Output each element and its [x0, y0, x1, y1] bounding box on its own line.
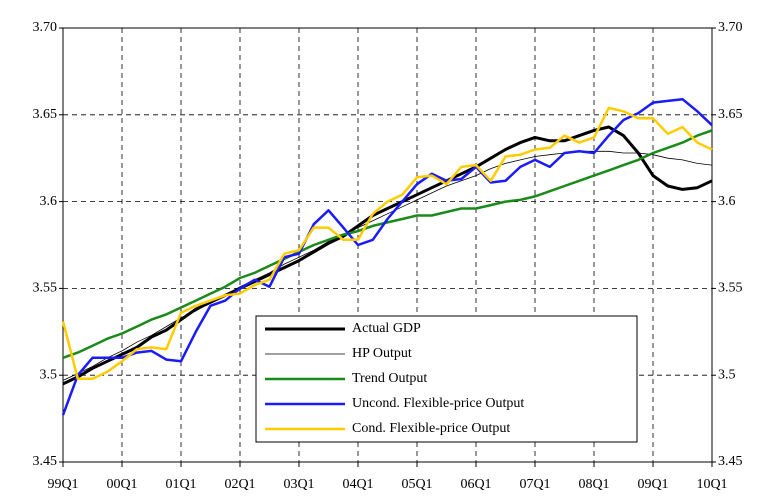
y-tick-label: 3.65	[33, 107, 58, 122]
x-tick-label: 05Q1	[401, 477, 432, 492]
plot-frame	[62, 27, 713, 463]
x-tick-label: 06Q1	[460, 477, 491, 492]
y-tick-label: 3.5	[40, 367, 58, 382]
y2-tick-label: 3.6	[718, 194, 736, 209]
y2-tick-label: 3.65	[718, 107, 743, 122]
series-line	[61, 97, 713, 416]
y-tick-label: 3.45	[33, 454, 58, 469]
series-line	[62, 129, 713, 359]
legend-label: Actual GDP	[352, 321, 421, 336]
x-tick-label: 01Q1	[165, 477, 196, 492]
legend-label: Trend Output	[352, 371, 427, 386]
x-tick-label: 10Q1	[696, 477, 727, 492]
y-tick-label: 3.6	[40, 194, 58, 209]
x-tick-label: 07Q1	[519, 477, 550, 492]
y-tick-label: 3.55	[33, 281, 58, 296]
x-tick-label: 08Q1	[578, 477, 609, 492]
x-tick-label: 99Q1	[47, 477, 78, 492]
y2-tick-label: 3.55	[718, 281, 743, 296]
legend-label: Cond. Flexible-price Output	[352, 421, 510, 436]
x-tick-label: 03Q1	[283, 477, 314, 492]
legend-label: HP Output	[352, 346, 412, 361]
y-tick-label: 3.70	[33, 20, 58, 35]
x-tick-label: 00Q1	[106, 477, 137, 492]
x-tick-label: 02Q1	[224, 477, 255, 492]
x-tick-label: 09Q1	[637, 477, 668, 492]
x-tick-label: 04Q1	[342, 477, 373, 492]
series-line	[61, 106, 713, 380]
y2-tick-label: 3.45	[718, 454, 743, 469]
series-line	[62, 150, 713, 381]
series-line	[62, 125, 713, 386]
y2-tick-label: 3.5	[718, 367, 736, 382]
legend-label: Uncond. Flexible-price Output	[352, 396, 524, 411]
y2-tick-label: 3.70	[718, 20, 743, 35]
